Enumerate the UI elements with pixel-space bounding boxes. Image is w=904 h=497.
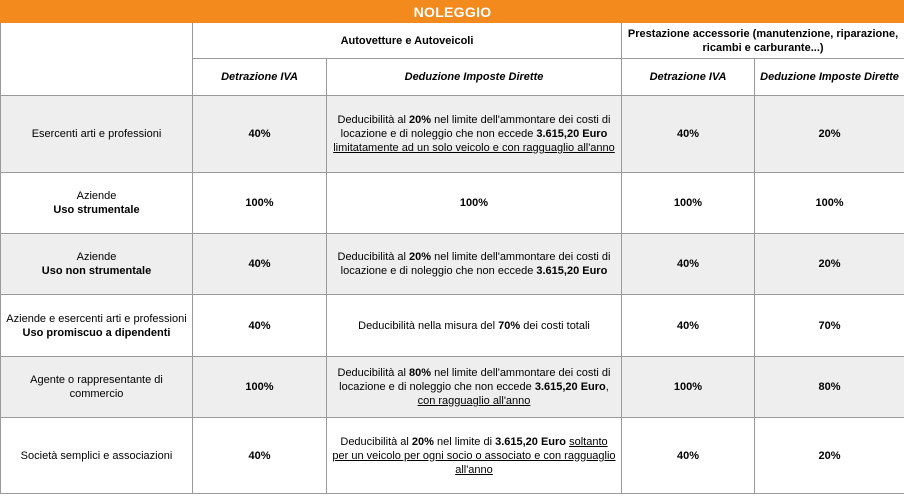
table-row: Esercenti arti e professioni 40% Deducib… [0, 95, 904, 173]
accessorie-iva-value: 100% [621, 356, 755, 418]
ded-text-part: nel limite dell'ammontare dei costi di l… [340, 114, 611, 140]
ded-amount: 3.615,20 Euro [495, 435, 567, 448]
row-label-text: Aziende [76, 190, 117, 202]
table-row: Aziende e esercenti arti e professioni Us… [0, 294, 904, 357]
ded-amount: 3.615,20 Euro [534, 381, 606, 393]
subheader-deduzione-imposte: Deduzione Imposte Dirette [326, 58, 622, 96]
ded-text-part: Deducibilità al [337, 367, 410, 379]
row-label: Aziende Uso non strumentale [0, 233, 193, 295]
table-title: NOLEGGIO [0, 0, 904, 23]
ded-text-part: , [605, 381, 609, 393]
detrazione-iva-value: 40% [192, 95, 327, 173]
ded-text-part: nel limite dell'ammontare dei costi di l… [340, 251, 611, 277]
accessorie-iva-value: 100% [621, 172, 755, 234]
ded-text-part: dei costi totali [520, 319, 590, 332]
ded-percent: 20% [409, 114, 432, 126]
deduzione-text: Deducibilità al 20% nel limite dell'ammo… [326, 233, 622, 295]
deduzione-text: Deducibilità al 20% nel limite dell'ammo… [326, 95, 622, 173]
row-label-text: Aziende e esercenti arti e professioni [6, 312, 187, 325]
accessorie-deduzione-value: 20% [753, 95, 904, 173]
subheader-accessorie-detrazione-iva: Detrazione IVA [621, 58, 755, 96]
row-label: Aziende Uso strumentale [0, 172, 193, 234]
table-row: Aziende Uso strumentale 100% 100% 100% 10… [0, 172, 904, 234]
ded-underlined-note: soltanto per un veicolo per ogni socio o… [332, 435, 616, 476]
detrazione-iva-value: 40% [192, 233, 327, 295]
ded-text-part: Deducibilità al [340, 435, 412, 448]
accessorie-iva-value: 40% [621, 417, 755, 494]
ded-text-part: Deducibilità nella misura del [358, 319, 499, 332]
table-row: Agente o rappresentante di commercio 100… [0, 356, 904, 418]
ded-text-part: nel limite dell'ammontare dei costi di l… [339, 367, 611, 393]
deduzione-text: Deducibilità nella misura del 70% dei co… [326, 294, 622, 357]
row-label: Aziende e esercenti arti e professioni Us… [0, 294, 193, 357]
header-prestazioni-accessorie: Prestazione accessorie (manutenzione, ri… [620, 22, 904, 59]
ded-percent: 80% [409, 367, 432, 379]
subheader-detrazione-iva: Detrazione IVA [192, 58, 327, 96]
row-label-bold: Uso strumentale [53, 204, 140, 216]
deduzione-text: 100% [326, 172, 622, 234]
row-label-bold: Uso non strumentale [41, 265, 152, 277]
row-label-text: Esercenti arti e professioni [31, 128, 162, 140]
row-label: Società semplici e associazioni [0, 417, 193, 494]
accessorie-iva-value: 40% [621, 95, 755, 173]
header-empty-cell [0, 22, 193, 96]
row-label: Agente o rappresentante di commercio [0, 356, 193, 418]
row-label-text: Aziende [76, 251, 117, 263]
ded-amount: 3.615,20 Euro [536, 128, 608, 140]
row-label-bold: Uso promiscuo a dipendenti [22, 326, 171, 339]
ded-percent: 20% [411, 435, 434, 448]
ded-amount: 3.615,20 Euro [536, 265, 608, 277]
ded-underlined-note: con ragguaglio all'anno [417, 395, 531, 407]
subheader-accessorie-deduzione-imposte: Deduzione Imposte Dirette [753, 58, 904, 96]
deduzione-text: Deducibilità al 20% nel limite di 3.615,… [326, 417, 622, 494]
accessorie-deduzione-value: 20% [753, 417, 904, 494]
deduzione-text: Deducibilità al 80% nel limite dell'ammo… [326, 356, 622, 418]
row-label: Esercenti arti e professioni [0, 95, 193, 173]
ded-text-part: nel limite di [433, 435, 496, 448]
header-autovetture: Autovetture e Autoveicoli [192, 22, 622, 59]
accessorie-deduzione-value: 20% [753, 233, 904, 295]
accessorie-iva-value: 40% [621, 233, 755, 295]
ded-text-part: Deducibilità al [337, 114, 410, 126]
accessorie-deduzione-value: 70% [753, 294, 904, 357]
table-row: Società semplici e associazioni 40% Dedu… [0, 417, 904, 494]
row-label-text: Società semplici e associazioni [20, 449, 173, 462]
detrazione-iva-value: 100% [192, 172, 327, 234]
table-row: Aziende Uso non strumentale 40% Deducibil… [0, 233, 904, 295]
accessorie-deduzione-value: 80% [753, 356, 904, 418]
ded-percent: 20% [409, 251, 432, 263]
ded-text-part: Deducibilità al [337, 251, 410, 263]
row-label-text: Agente o rappresentante di commercio [30, 374, 163, 400]
detrazione-iva-value: 40% [192, 294, 327, 357]
detrazione-iva-value: 40% [192, 417, 327, 494]
detrazione-iva-value: 100% [192, 356, 327, 418]
ded-underlined-note: limitatamente ad un solo veicolo e con r… [333, 142, 615, 154]
accessorie-deduzione-value: 100% [753, 172, 904, 234]
accessorie-iva-value: 40% [621, 294, 755, 357]
ded-percent: 70% [498, 319, 521, 332]
